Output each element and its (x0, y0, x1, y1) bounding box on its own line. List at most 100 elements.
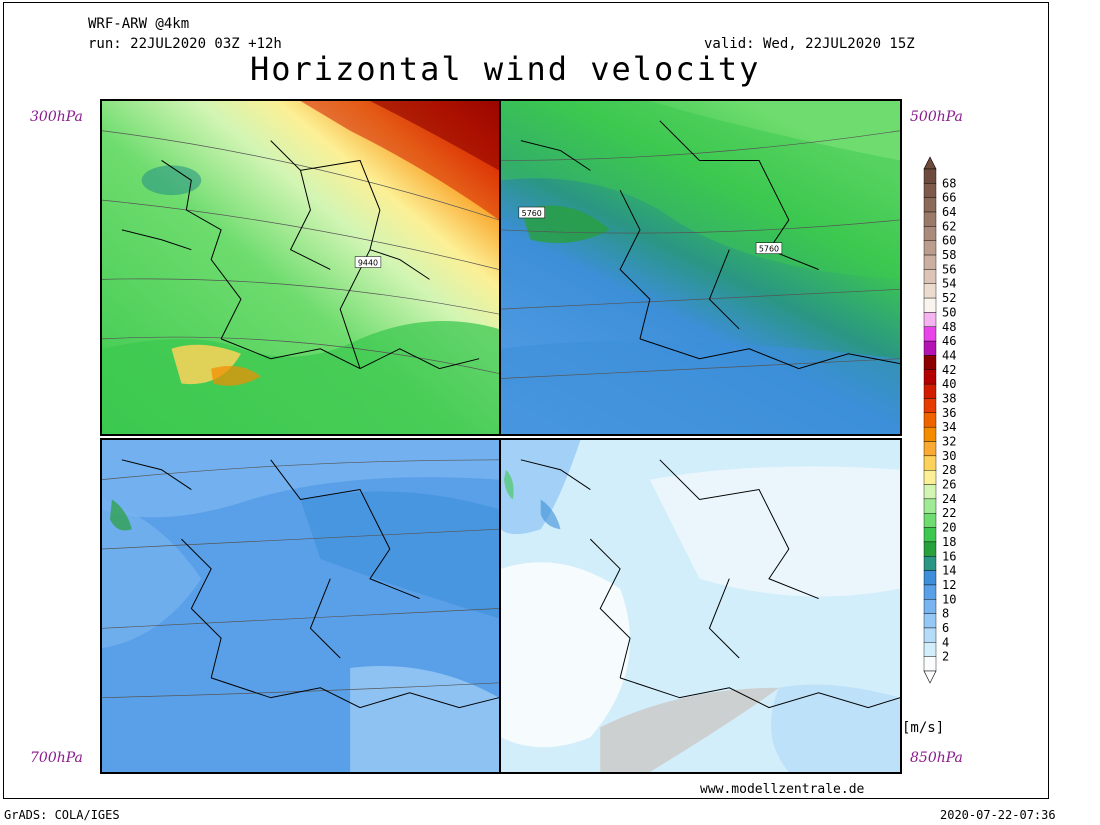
legend-tick-label: 30 (942, 449, 956, 463)
legend-swatch (923, 383, 937, 399)
legend-swatch (923, 269, 937, 284)
legend-unit: [m/s] (902, 720, 945, 736)
legend-swatch (923, 326, 937, 342)
contour-label-box-500a (518, 206, 545, 219)
legend-swatch (923, 613, 937, 629)
footer-credit: GrADS: COLA/IGES (4, 808, 120, 822)
legend-tick-label: 42 (942, 363, 956, 377)
legend-swatch (923, 398, 937, 414)
legend-tick-label: 22 (942, 506, 956, 520)
legend-tick-label: 68 (942, 176, 956, 190)
legend-tick-label: 24 (942, 492, 956, 506)
valid-label: valid: Wed, 22JUL2020 15Z (704, 36, 915, 52)
legend-tick-label: 28 (942, 463, 956, 477)
legend-tick-label: 54 (942, 277, 956, 291)
legend-tick-label: 48 (942, 320, 956, 334)
legend-swatch (923, 355, 937, 370)
legend-tick-label: 46 (942, 334, 956, 348)
level-label-850: 850hPa (910, 750, 963, 766)
legend-tick-label: 62 (942, 219, 956, 233)
contour-label-300: 9440 (358, 259, 378, 268)
legend-swatch (923, 254, 937, 270)
legend-tick-label: 16 (942, 549, 956, 563)
legend-swatch (923, 426, 937, 442)
legend-swatch (923, 340, 937, 356)
map-panel-500hpa: 5760 5760 (499, 99, 902, 436)
legend-tick-label: 40 (942, 377, 956, 391)
level-label-500: 500hPa (910, 109, 963, 125)
contour-label-500b: 5760 (759, 245, 779, 254)
legend-swatch (923, 599, 937, 614)
legend-swatch (923, 484, 937, 500)
legend-swatch (923, 455, 937, 471)
legend-swatch (923, 197, 937, 213)
legend-tick-label: 20 (942, 521, 956, 535)
legend-swatch (923, 441, 937, 457)
legend-swatch (923, 226, 937, 241)
legend-swatch (923, 541, 937, 557)
legend-overflow-arrow (923, 156, 937, 170)
legend-tick-label: 44 (942, 348, 956, 362)
legend-tick-label: 34 (942, 420, 956, 434)
legend-tick-label: 58 (942, 248, 956, 262)
legend-tick-label: 52 (942, 291, 956, 305)
legend-swatch (923, 527, 937, 543)
legend-swatch (923, 211, 937, 227)
legend-tick-label: 50 (942, 305, 956, 319)
map-panel-300hpa: 9440 (100, 99, 501, 436)
legend-swatch (923, 283, 937, 299)
chart-title: Horizontal wind velocity (250, 50, 761, 88)
legend-bar: 6866646260585654525048464442403836343230… (923, 156, 956, 684)
legend-swatch (923, 312, 937, 327)
legend-swatch (923, 470, 937, 485)
legend-tick-label: 64 (942, 205, 956, 219)
level-label-300: 300hPa (30, 109, 83, 125)
legend-tick-label: 36 (942, 406, 956, 420)
contour-label-box-300 (354, 256, 382, 268)
legend-swatch (923, 584, 937, 600)
legend-underflow-arrow (923, 670, 937, 684)
level-label-700: 700hPa (30, 750, 83, 766)
footer-timestamp: 2020-07-22-07:36 (940, 808, 1056, 822)
legend-swatch (923, 570, 937, 586)
legend-tick-label: 38 (942, 391, 956, 405)
legend-swatch (923, 642, 937, 657)
contour-label-500a: 5760 (522, 209, 542, 218)
run-label: run: 22JUL2020 03Z +12h (88, 36, 282, 52)
plot-frame (3, 2, 1049, 799)
map-panel-700hpa (100, 438, 501, 774)
wind-field-700hpa (102, 440, 499, 772)
legend-tick-label: 60 (942, 234, 956, 248)
map-panel-850hpa (499, 438, 902, 774)
legend-tick-label: 66 (942, 191, 956, 205)
legend-swatch (923, 183, 937, 198)
legend-swatch (923, 498, 937, 514)
legend-swatch (923, 369, 937, 385)
legend-swatch (923, 412, 937, 428)
legend-tick-label: 14 (942, 564, 956, 578)
legend-tick-label: 12 (942, 578, 956, 592)
legend-swatch (923, 627, 937, 643)
legend-tick-label: 18 (942, 535, 956, 549)
legend-swatch (923, 556, 937, 571)
model-label: WRF-ARW @4km (88, 16, 190, 32)
legend-tick-label: 4 (942, 635, 949, 649)
legend-tick-label: 6 (942, 621, 949, 635)
wind-field-500hpa: 5760 5760 (501, 101, 900, 434)
legend-tick-label: 10 (942, 592, 956, 606)
legend-tick-label: 32 (942, 435, 956, 449)
wind-field-850hpa (501, 440, 900, 772)
legend-tick-label: 26 (942, 478, 956, 492)
legend-swatch (923, 168, 937, 184)
legend-tick-label: 8 (942, 607, 949, 621)
legend-swatch (923, 297, 937, 313)
legend-swatch (923, 513, 937, 528)
wind-field-300hpa: 9440 (102, 101, 499, 434)
site-url: www.modellzentrale.de (700, 782, 865, 797)
legend-swatch (923, 656, 937, 672)
legend-tick-label: 56 (942, 262, 956, 276)
legend-tick-label: 2 (942, 650, 949, 664)
legend-swatch (923, 240, 937, 256)
color-legend: 68 66 64 62 60 58 56 54 52 50 48 46 44 42 40 38 36 34 32 30… (920, 155, 980, 685)
contour-label-box-500b (755, 242, 783, 254)
